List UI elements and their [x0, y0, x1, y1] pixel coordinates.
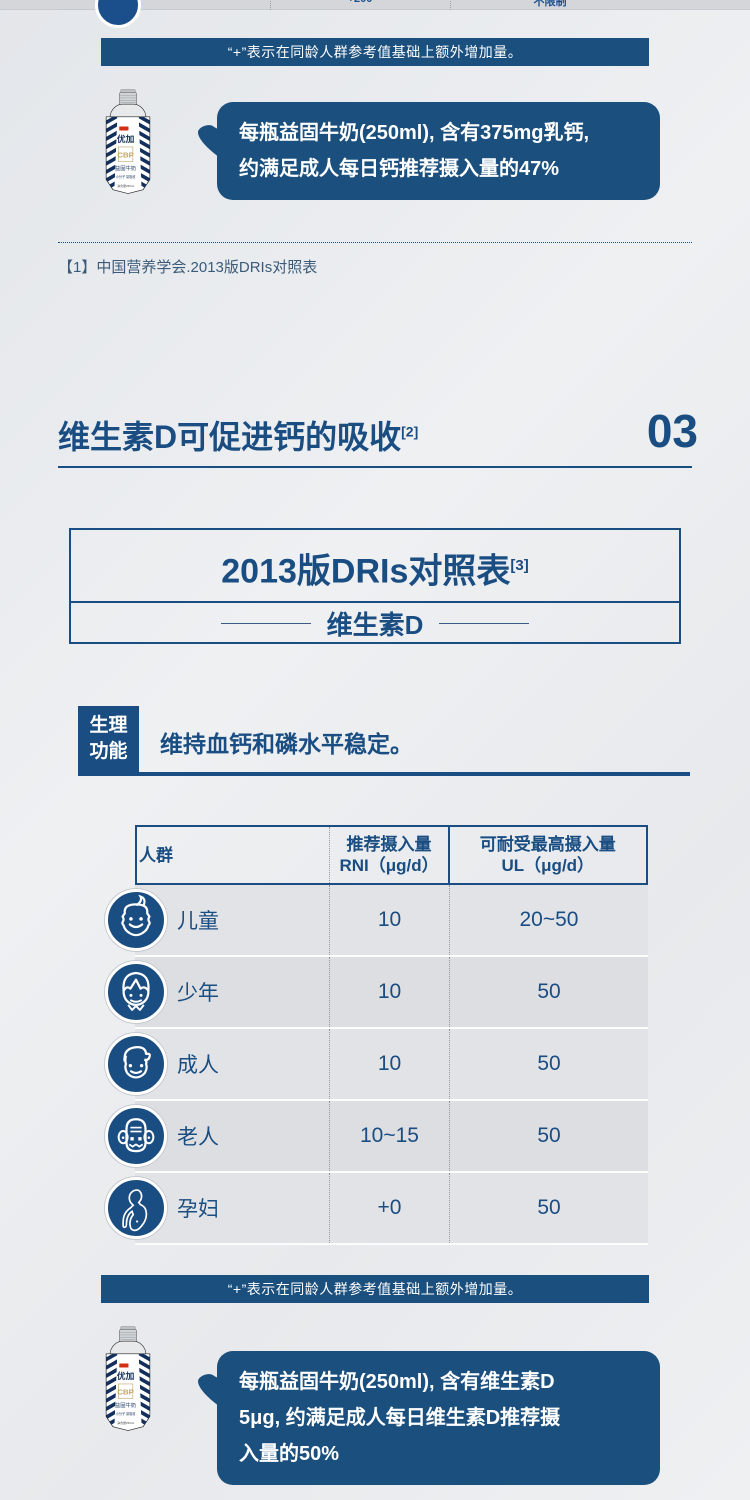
svg-text:CBP: CBP	[117, 151, 133, 160]
svg-text:优加: 优加	[117, 133, 135, 144]
svg-text:净含量250ml: 净含量250ml	[117, 183, 134, 188]
svg-text:小分子 易吸收: 小分子 易吸收	[116, 174, 137, 179]
svg-text:CBP: CBP	[117, 1388, 133, 1397]
svg-text:优加: 优加	[117, 1370, 135, 1381]
svg-text:小分子 易吸收: 小分子 易吸收	[116, 1411, 137, 1416]
svg-text:净含量250ml: 净含量250ml	[117, 1420, 134, 1425]
